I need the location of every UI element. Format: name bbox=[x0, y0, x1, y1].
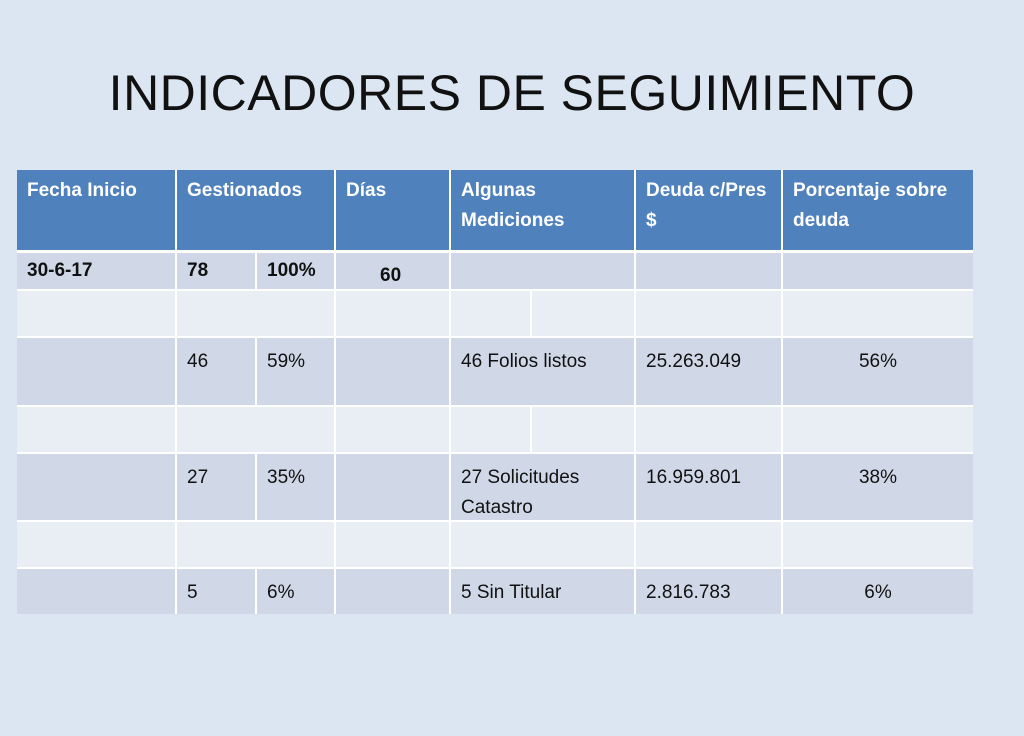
cell-deuda: 2.816.783 bbox=[636, 569, 781, 614]
cell-porcentaje-deuda: 38% bbox=[783, 454, 973, 520]
cell-fecha: 30-6-17 bbox=[17, 253, 175, 289]
cell-empty bbox=[636, 522, 781, 567]
cell-cantidad: 46 bbox=[177, 338, 255, 405]
header-fecha-inicio: Fecha Inicio bbox=[17, 170, 175, 250]
cell-empty bbox=[532, 407, 634, 452]
cell-empty bbox=[336, 338, 449, 405]
cell-empty bbox=[336, 569, 449, 614]
slide-title: INDICADORES DE SEGUIMIENTO bbox=[108, 65, 916, 121]
cell-porcentaje: 6% bbox=[257, 569, 334, 614]
cell-cantidad: 78 bbox=[177, 253, 255, 289]
cell-deuda: 16.959.801 bbox=[636, 454, 781, 520]
cell-porcentaje-deuda: 56% bbox=[783, 338, 973, 405]
cell-empty bbox=[17, 338, 175, 405]
cell-empty bbox=[177, 407, 334, 452]
cell-empty bbox=[17, 407, 175, 452]
cell-empty bbox=[636, 253, 781, 289]
cell-empty bbox=[783, 407, 973, 452]
cell-porcentaje: 59% bbox=[257, 338, 334, 405]
cell-empty bbox=[336, 291, 449, 336]
tracking-table: Fecha Inicio Gestionados Días Algunas Me… bbox=[17, 170, 973, 614]
cell-medicion: 27 Solicitudes Catastro bbox=[451, 454, 634, 520]
cell-medicion: 46 Folios listos bbox=[451, 338, 634, 405]
cell-empty bbox=[451, 291, 530, 336]
header-mediciones: Algunas Mediciones bbox=[451, 170, 634, 250]
cell-deuda: 25.263.049 bbox=[636, 338, 781, 405]
cell-empty bbox=[17, 522, 175, 567]
cell-porcentaje: 100% bbox=[257, 253, 334, 289]
cell-empty bbox=[636, 291, 781, 336]
cell-empty bbox=[451, 407, 530, 452]
cell-empty bbox=[17, 569, 175, 614]
cell-empty bbox=[783, 253, 973, 289]
cell-porcentaje: 35% bbox=[257, 454, 334, 520]
cell-empty bbox=[336, 407, 449, 452]
cell-dias: 60 bbox=[336, 253, 449, 289]
cell-empty bbox=[783, 522, 973, 567]
cell-empty bbox=[177, 291, 334, 336]
header-porcentaje: Porcentaje sobre deuda bbox=[783, 170, 973, 250]
cell-empty bbox=[17, 454, 175, 520]
cell-empty bbox=[783, 291, 973, 336]
header-dias: Días bbox=[336, 170, 449, 250]
cell-empty bbox=[636, 407, 781, 452]
cell-porcentaje-deuda: 6% bbox=[783, 569, 973, 614]
header-gestionados: Gestionados bbox=[177, 170, 334, 250]
cell-medicion: 5 Sin Titular bbox=[451, 569, 634, 614]
cell-cantidad: 5 bbox=[177, 569, 255, 614]
cell-empty bbox=[336, 522, 449, 567]
cell-empty bbox=[177, 522, 334, 567]
header-deuda: Deuda c/Pres $ bbox=[636, 170, 781, 250]
cell-empty bbox=[451, 253, 634, 289]
cell-empty bbox=[336, 454, 449, 520]
cell-cantidad: 27 bbox=[177, 454, 255, 520]
cell-empty bbox=[17, 291, 175, 336]
cell-empty bbox=[451, 522, 634, 567]
cell-empty bbox=[532, 291, 634, 336]
